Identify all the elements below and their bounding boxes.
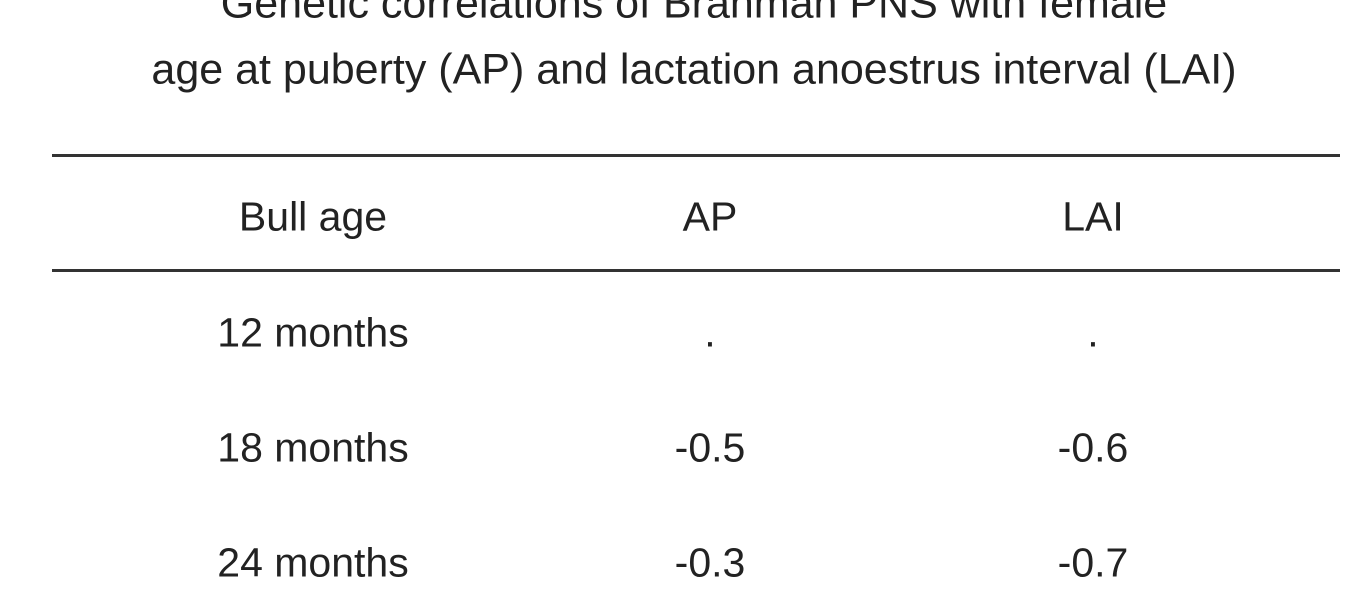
cell: -0.5 [674, 424, 746, 471]
cell: -0.3 [674, 539, 746, 586]
header-cell: Bull age [238, 193, 388, 240]
cell: 18 months [217, 424, 409, 471]
header-rule [52, 269, 1340, 272]
cell: 12 months [217, 309, 409, 356]
title-line: age at puberty (AP) and lactation anoest… [151, 45, 1237, 94]
cell: . [1087, 309, 1099, 356]
cell: -0.7 [1057, 539, 1129, 586]
header-cell: AP [682, 193, 738, 240]
header-cell: LAI [1062, 193, 1124, 240]
cell: -0.6 [1057, 424, 1129, 471]
cell: 24 months [217, 539, 409, 586]
top-rule [52, 154, 1340, 157]
cell: . [704, 309, 716, 356]
title-line: Genetic correlations of Brahman PNS with… [220, 0, 1168, 28]
